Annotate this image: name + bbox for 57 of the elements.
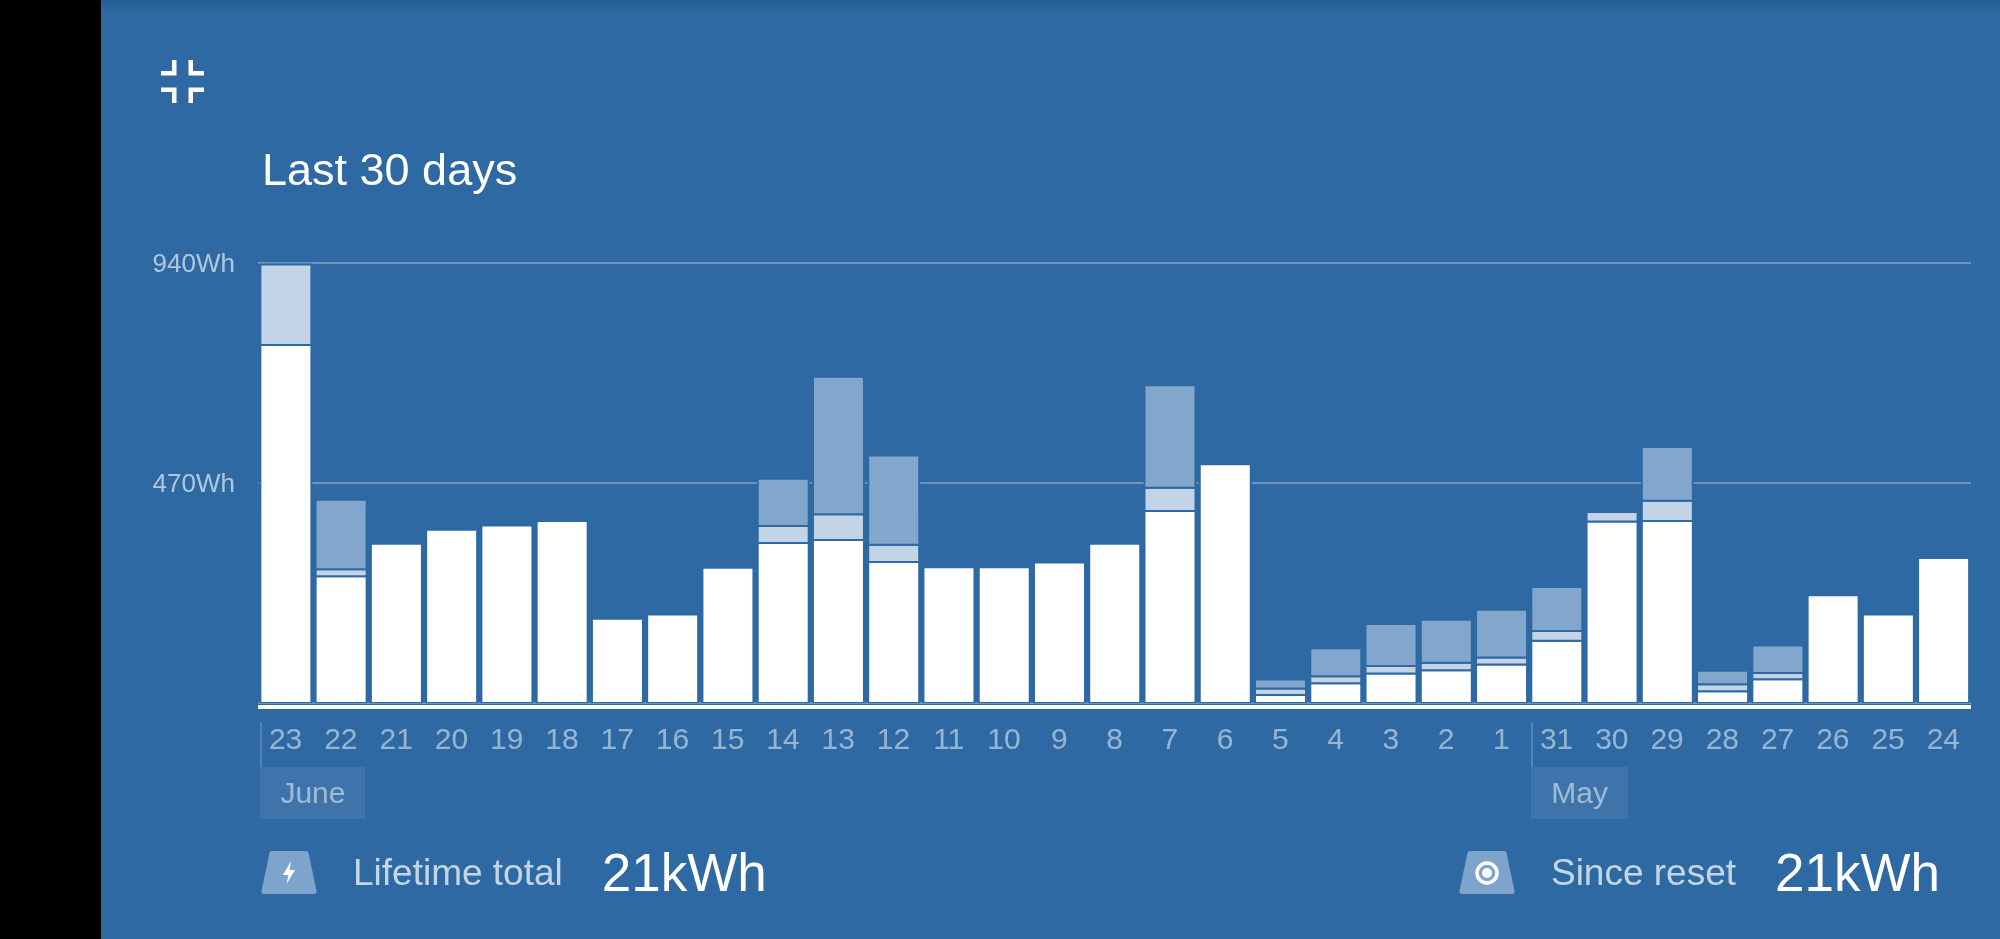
- x-tick-label: 4: [1327, 722, 1344, 756]
- text: May: [1551, 776, 1608, 809]
- x-tick-label: 22: [324, 722, 358, 756]
- bar: [1088, 542, 1142, 703]
- chart-title: Last 30 days: [262, 144, 518, 195]
- x-tick-label: 9: [1050, 722, 1068, 756]
- bar: [1198, 463, 1252, 703]
- x-tick-label: 16: [655, 722, 690, 756]
- x-tick-label: 25: [1871, 722, 1905, 756]
- x-tick-label: 19: [489, 722, 524, 756]
- y-tick-label: 470Wh: [152, 468, 235, 499]
- bar: [590, 617, 644, 703]
- x-tick-label: 23: [268, 722, 303, 756]
- bar: [535, 519, 589, 703]
- bar: [1861, 613, 1915, 703]
- x-tick-label: 5: [1271, 722, 1289, 756]
- bar: [646, 613, 700, 703]
- x-tick-label: 7: [1161, 722, 1179, 756]
- x-tick-label: 3: [1382, 722, 1400, 756]
- y-tick-label: 940Wh: [152, 248, 235, 279]
- text: Lifetime total: [353, 852, 563, 893]
- bar: [701, 566, 755, 703]
- bar: [1032, 561, 1086, 703]
- x-tick-label: 1: [1492, 722, 1510, 756]
- x-tick-label: 11: [933, 722, 965, 756]
- text: 21kWh: [601, 843, 767, 902]
- x-tick-label: 27: [1760, 722, 1795, 756]
- x-tick-label: 14: [766, 722, 800, 756]
- x-tick-label: 8: [1106, 722, 1123, 756]
- x-tick-label: 2: [1437, 722, 1455, 756]
- bar: [1751, 678, 1805, 703]
- text: 21kWh: [1775, 843, 1940, 902]
- text: Since reset: [1550, 852, 1737, 893]
- bar: [977, 566, 1031, 703]
- text: June: [280, 776, 346, 809]
- bar: [922, 566, 976, 703]
- x-tick-label: 21: [379, 722, 413, 756]
- x-tick-label: 24: [1926, 722, 1961, 756]
- x-tick-label: 29: [1650, 722, 1684, 756]
- x-tick-label: 10: [987, 722, 1021, 756]
- x-tick-label: 28: [1705, 722, 1740, 756]
- x-tick-label: 30: [1595, 722, 1629, 756]
- x-tick-label: 17: [600, 722, 634, 756]
- bar: [1806, 594, 1860, 703]
- bar: [425, 528, 479, 703]
- x-tick-label: 20: [434, 722, 469, 756]
- bar: [1475, 663, 1529, 703]
- bar: [1917, 556, 1971, 703]
- x-tick-label: 15: [711, 722, 745, 756]
- x-tick-label: 18: [545, 722, 579, 756]
- bar: [369, 542, 423, 703]
- x-tick-label: 26: [1816, 722, 1850, 756]
- x-tick-label: 12: [876, 722, 911, 756]
- bar: [480, 524, 534, 703]
- x-tick-label: 31: [1539, 722, 1574, 756]
- x-tick-label: 13: [821, 722, 855, 756]
- x-tick-label: 6: [1216, 722, 1234, 756]
